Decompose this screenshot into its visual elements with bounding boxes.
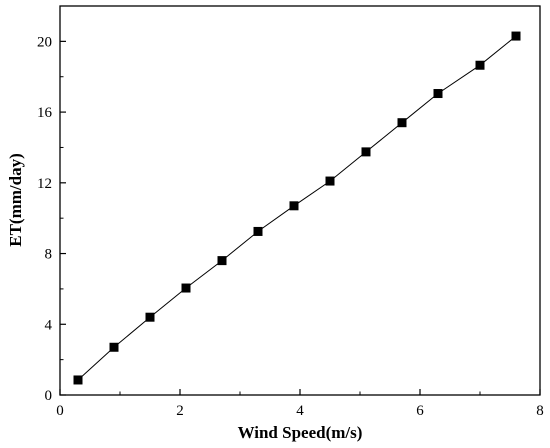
data-point xyxy=(433,89,443,99)
data-point xyxy=(145,312,155,322)
data-point xyxy=(325,176,335,186)
data-point xyxy=(397,118,407,128)
y-tick-label: 8 xyxy=(45,247,53,263)
data-point xyxy=(181,283,191,293)
y-tick-label: 20 xyxy=(37,34,52,50)
x-tick-label: 0 xyxy=(56,403,64,419)
markers xyxy=(73,31,521,385)
x-tick-label: 2 xyxy=(176,403,184,419)
data-point xyxy=(475,60,485,70)
y-tick-label: 12 xyxy=(37,176,52,192)
data-point xyxy=(289,201,299,211)
y-tick-label: 4 xyxy=(45,317,53,333)
x-tick-label: 4 xyxy=(296,403,304,419)
y-axis-title: ET(mm/day) xyxy=(6,153,25,247)
y-tick-label: 0 xyxy=(45,388,53,404)
data-point xyxy=(511,31,521,41)
x-tick-label: 6 xyxy=(416,403,424,419)
tick-labels: 0 2 4 6 8 0 4 8 12 16 20 xyxy=(37,34,544,419)
data-point xyxy=(217,256,227,266)
plot-frame xyxy=(59,5,541,396)
y-tick-label: 16 xyxy=(37,105,53,121)
x-tick-label: 8 xyxy=(536,403,544,419)
ticks xyxy=(59,40,541,396)
data-point xyxy=(109,342,119,352)
data-point xyxy=(361,147,371,157)
data-point xyxy=(73,375,83,385)
data-point xyxy=(253,226,263,236)
x-axis-title: Wind Speed(m/s) xyxy=(238,423,363,442)
